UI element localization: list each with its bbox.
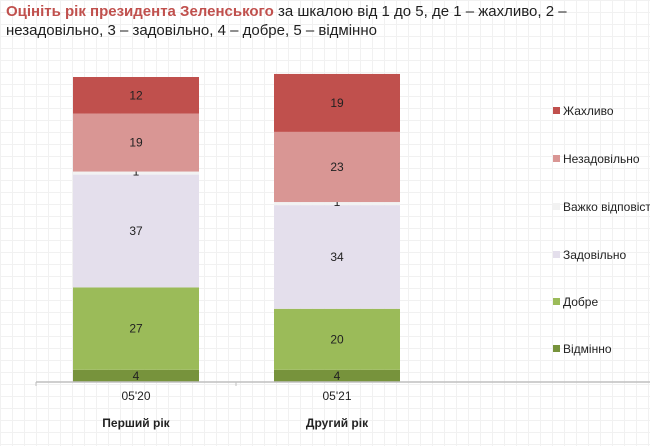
legend-swatch	[553, 203, 560, 210]
bar-segment	[73, 287, 199, 370]
bar-segment	[274, 131, 400, 203]
x-tick-label: 05'21	[323, 389, 352, 403]
data-label: 23	[330, 160, 344, 174]
data-label: 34	[330, 250, 344, 264]
data-label: 1	[334, 195, 341, 209]
data-label: 20	[330, 332, 344, 346]
data-label: 4	[133, 369, 140, 383]
bar-segment	[274, 369, 400, 382]
legend-label: Незадовільно	[563, 152, 640, 166]
legend-swatch	[553, 155, 560, 162]
data-label: 19	[330, 96, 344, 110]
category-sublabel: Другий рік	[306, 416, 369, 430]
legend-swatch	[553, 107, 560, 114]
x-tick-label: 05'20	[122, 389, 151, 403]
bar-segment	[274, 308, 400, 370]
bar-segment	[73, 369, 199, 382]
legend-label: Добре	[563, 295, 598, 309]
bar-segment	[274, 73, 400, 132]
data-label: 37	[129, 224, 143, 238]
bar-segment	[73, 113, 199, 172]
legend-label: Відмінно	[563, 342, 612, 356]
chart-title: Оцініть рік президента Зеленського за шк…	[6, 2, 636, 40]
bar-segment	[73, 174, 199, 288]
data-label: 19	[129, 136, 143, 150]
legend-swatch	[553, 298, 560, 305]
bar-segment	[274, 202, 400, 206]
legend-swatch	[553, 251, 560, 258]
bar-segment	[274, 205, 400, 309]
bar-segment	[73, 171, 199, 175]
legend-label: Задовільно	[563, 248, 627, 262]
title-bold: Оцініть рік президента Зеленського	[6, 3, 274, 20]
legend-label: Важко відповісти	[563, 200, 650, 214]
data-label: 12	[129, 88, 143, 102]
category-sublabel: Перший рік	[102, 416, 170, 430]
title-rest: за шкалою від 1 до 5, де 1 – жахливо, 2 …	[6, 3, 567, 39]
data-label: 27	[129, 322, 143, 336]
data-label: 4	[334, 369, 341, 383]
bar-segment	[73, 77, 199, 114]
legend-label: Жахливо	[563, 104, 614, 118]
legend-swatch	[553, 345, 560, 352]
